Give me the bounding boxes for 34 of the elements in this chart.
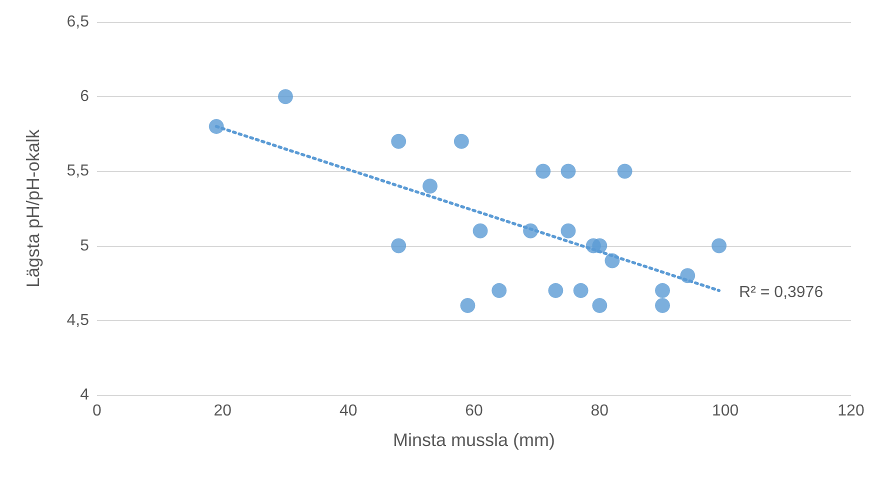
y-tick-label: 4 — [80, 386, 90, 404]
x-tick-label: 100 — [712, 402, 739, 420]
point — [560, 223, 576, 238]
point — [460, 298, 476, 313]
annotation: R² = 0,3976 — [739, 284, 824, 302]
point — [536, 164, 551, 179]
x-tick-label: 80 — [590, 402, 609, 420]
x-tick-label: 120 — [838, 402, 864, 420]
x-tick-label: 60 — [465, 402, 483, 420]
point — [391, 238, 406, 254]
y-axis-title: Lägsta pH/pH-okalk — [23, 128, 43, 288]
point — [712, 238, 727, 254]
x-tick-label: 0 — [92, 402, 102, 420]
point — [617, 164, 632, 179]
x-axis-title: Minsta mussla (mm) — [392, 430, 556, 450]
point — [655, 298, 670, 313]
y-tick-label: 4,5 — [66, 312, 90, 329]
point — [560, 164, 576, 179]
y-tick-label: 6,5 — [66, 14, 90, 30]
y-tick-label: 5,5 — [66, 162, 90, 180]
point — [592, 298, 608, 313]
point — [454, 134, 469, 149]
point — [472, 223, 488, 238]
y-tick-label: 5 — [80, 237, 90, 254]
y-tick-label: 6 — [80, 88, 90, 106]
point — [655, 283, 670, 298]
point — [278, 89, 293, 104]
point — [573, 283, 588, 298]
point — [548, 283, 564, 298]
point — [391, 134, 406, 149]
point — [422, 178, 438, 194]
x-tick-label: 20 — [214, 402, 232, 420]
x-tick-label: 40 — [339, 402, 358, 420]
point — [492, 283, 507, 298]
